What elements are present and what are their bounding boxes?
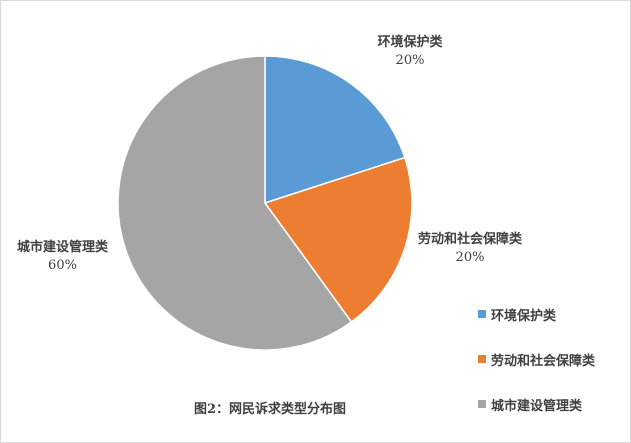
legend-label: 城市建设管理类 [491, 399, 583, 414]
data-label: 城市建设管理类 60% [0, 239, 125, 275]
legend-label: 劳动和社会保障类 [491, 354, 596, 369]
legend-swatch [478, 355, 486, 363]
data-label: 环境保护类 20% [355, 34, 465, 70]
legend-label: 环境保护类 [491, 309, 557, 324]
pie-slice [264, 55, 406, 205]
legend-swatch [478, 400, 486, 408]
data-label-value: 60% [48, 258, 77, 273]
data-label-name: 环境保护类 [377, 35, 443, 50]
pie-slice [263, 156, 413, 323]
data-label: 劳动和社会保障类 20% [405, 231, 535, 267]
data-label-value: 20% [395, 53, 425, 68]
chart-title: 图2：网民诉求类型分布图 [193, 402, 347, 417]
data-label-value: 20% [455, 250, 485, 265]
pie-slice [117, 55, 353, 351]
data-label-name: 城市建设管理类 [16, 240, 108, 255]
data-label-name: 劳动和社会保障类 [417, 232, 522, 247]
legend-swatch [478, 310, 486, 318]
